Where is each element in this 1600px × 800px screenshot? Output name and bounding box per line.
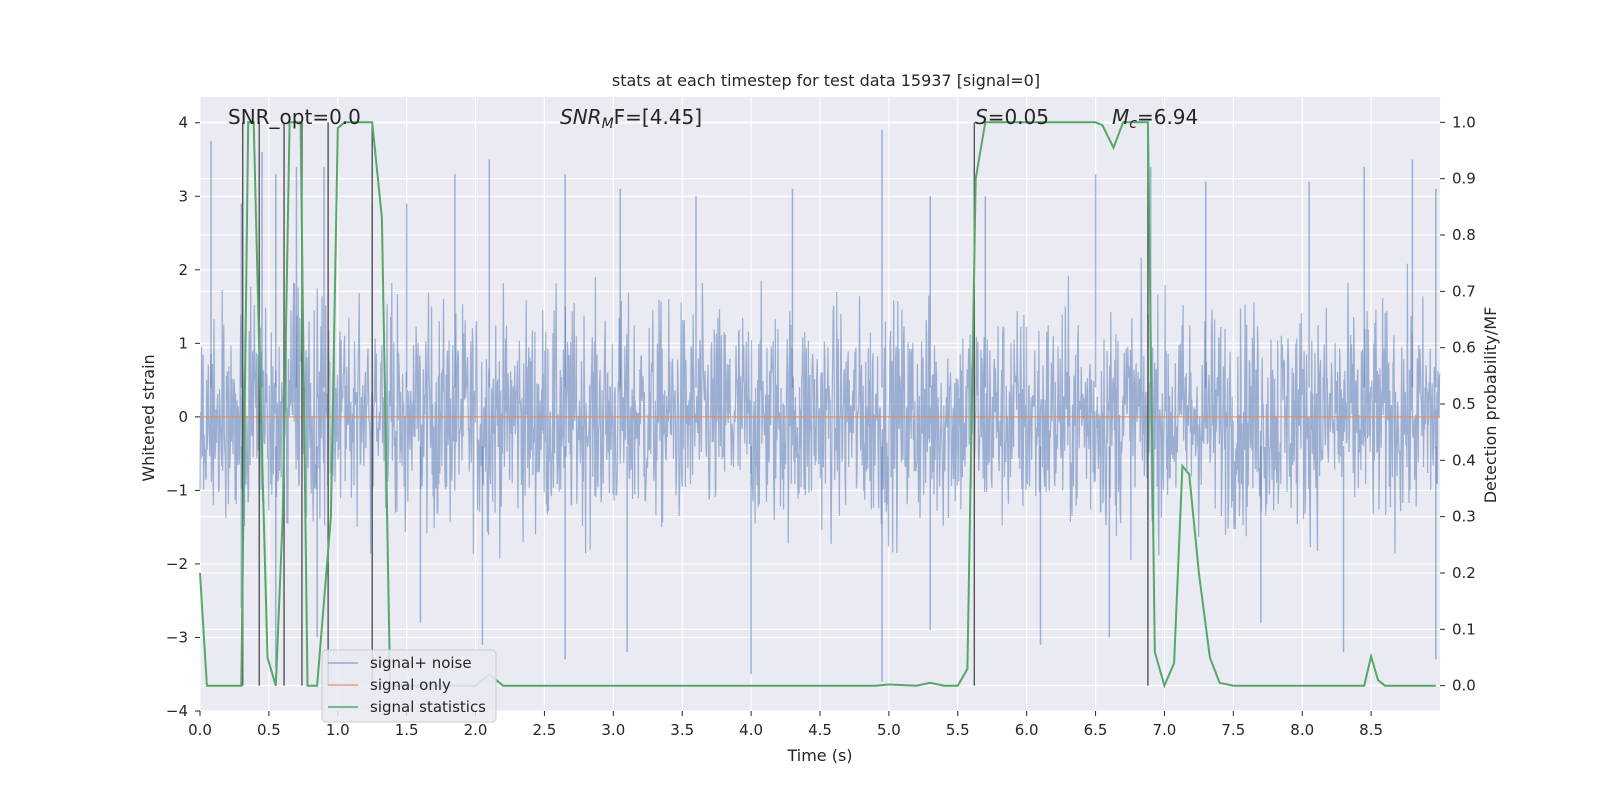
x-tick-label-4: 2.0 — [464, 721, 488, 739]
x-axis-label: Time (s) — [786, 746, 852, 765]
legend: signal+ noise signal only signal statist… — [321, 649, 497, 723]
y2-tick-label-10: 1.0 — [1452, 113, 1476, 131]
y2-tick-label-2: 0.2 — [1452, 564, 1476, 582]
legend-box — [321, 649, 497, 723]
legend-label-stats: signal statistics — [370, 698, 486, 716]
annotation-s-main: S — [975, 105, 988, 129]
y2-tick-label-7: 0.7 — [1452, 282, 1476, 300]
y-axis-ticks: −4 −3 −2 −1 0 1 2 3 4 — [166, 114, 200, 720]
y-tick-label-4: 0 — [178, 408, 188, 426]
y-tick-label-5: 1 — [178, 334, 188, 352]
annotation-snr-mf-rest: F=[4.45] — [614, 105, 702, 129]
gridlines — [199, 97, 1440, 712]
x-tick-label-7: 3.5 — [670, 721, 694, 739]
x-tick-label-15: 7.5 — [1221, 721, 1245, 739]
x-tick-label-13: 6.5 — [1084, 721, 1108, 739]
x-tick-label-6: 3.0 — [601, 721, 625, 739]
y2-tick-label-1: 0.1 — [1452, 620, 1476, 638]
x-tick-label-3: 1.5 — [395, 721, 419, 739]
annotation-snr-mf-sub: M — [602, 116, 614, 132]
y-tick-label-2: −2 — [166, 555, 188, 573]
chart-title: stats at each timestep for test data 159… — [612, 71, 1040, 90]
legend-label-signal: signal only — [370, 676, 451, 694]
annotation-snr-mf-main: SNR — [560, 105, 602, 129]
y-tick-label-1: −3 — [166, 628, 188, 646]
y-tick-label-7: 3 — [178, 187, 188, 205]
x-tick-label-5: 2.5 — [533, 721, 557, 739]
y2-tick-label-3: 0.3 — [1452, 508, 1476, 526]
y-tick-label-0: −4 — [166, 702, 188, 720]
y2-axis-ticks: 0.0 0.1 0.2 0.3 0.4 0.5 0.6 0.7 0.8 0.9 1.0 — [1440, 113, 1476, 695]
x-axis-ticks: 0.0 0.5 1.0 1.5 2.0 2.5 3.0 3.5 4.0 4.5 5.0 5.5 6.0 6… — [188, 711, 1383, 739]
x-tick-label-10: 5.0 — [877, 721, 901, 739]
annotation-s: S=0.05 — [975, 105, 1049, 129]
annotation-snr-mf: SNRMF=[4.45] — [560, 105, 702, 132]
x-tick-label-0: 0.0 — [188, 721, 212, 739]
y2-tick-label-5: 0.5 — [1452, 395, 1476, 413]
signal-statistics-line — [199, 121, 1436, 689]
annotation-mc-sub: c — [1129, 116, 1137, 132]
x-tick-label-8: 4.0 — [739, 721, 763, 739]
x-tick-label-12: 6.0 — [1015, 721, 1039, 739]
annotation-s-rest: =0.05 — [988, 105, 1049, 129]
y2-tick-label-8: 0.8 — [1452, 226, 1476, 244]
annotation-mc: Mc=6.94 — [1112, 105, 1198, 132]
y-tick-label-6: 2 — [178, 261, 188, 279]
y-tick-label-8: 4 — [178, 114, 188, 132]
annotation-snr-opt: SNR_opt=0.0 — [228, 105, 361, 129]
y2-tick-label-6: 0.6 — [1452, 339, 1476, 357]
annotation-mc-rest: =6.94 — [1137, 105, 1198, 129]
y2-tick-label-4: 0.4 — [1452, 451, 1476, 469]
x-tick-label-14: 7.0 — [1153, 721, 1177, 739]
x-tick-label-11: 5.5 — [946, 721, 970, 739]
noise-trace — [199, 257, 1441, 561]
x-tick-label-17: 8.5 — [1359, 721, 1383, 739]
y-tick-label-3: −1 — [166, 481, 188, 499]
y-axis-label: Whitened strain — [139, 354, 158, 481]
annotation-mc-main: M — [1112, 105, 1129, 129]
x-tick-label-1: 0.5 — [257, 721, 281, 739]
legend-label-noise: signal+ noise — [370, 654, 472, 672]
y2-tick-label-9: 0.9 — [1452, 170, 1476, 188]
signal-statistics-series — [199, 121, 1436, 689]
x-tick-label-9: 4.5 — [808, 721, 832, 739]
x-tick-label-2: 1.0 — [326, 721, 350, 739]
y2-tick-label-0: 0.0 — [1452, 677, 1476, 695]
y2-axis-label: Detection probability/MF — [1481, 307, 1500, 504]
x-tick-label-16: 8.0 — [1290, 721, 1314, 739]
